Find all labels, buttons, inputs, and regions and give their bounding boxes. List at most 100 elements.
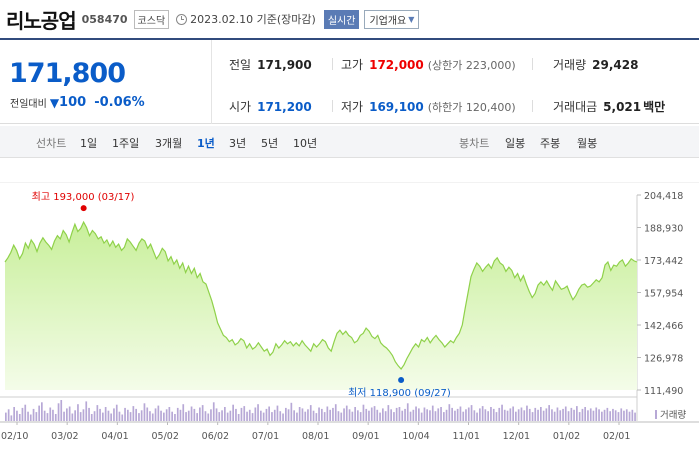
volume-bar [163, 412, 165, 421]
volume-bar [49, 407, 52, 421]
volume-bar [523, 410, 526, 421]
volume-bar [634, 412, 636, 421]
volume-bar [185, 412, 187, 421]
volume-bar [528, 408, 531, 421]
volume-bar [309, 405, 312, 421]
tab-5y[interactable]: 5년 [261, 137, 279, 150]
stock-code: 058470 [81, 12, 128, 26]
tab-10y[interactable]: 10년 [293, 137, 318, 150]
volume-bar [32, 408, 35, 421]
volume-bar [132, 406, 135, 421]
volume-bar [182, 404, 185, 421]
tab-1y[interactable]: 1년 [197, 137, 215, 150]
volume-bar [542, 410, 545, 421]
volume-bar [512, 406, 514, 421]
volume-bar [351, 411, 354, 421]
volume-bar [77, 404, 79, 421]
volume-bar [404, 408, 406, 421]
volume-bar [520, 407, 523, 421]
volume-bar [60, 400, 63, 421]
volume-bar [179, 409, 182, 421]
volume-bar [326, 406, 329, 421]
volume-bar [273, 409, 276, 421]
volume-bar [567, 411, 570, 421]
volume-bar [553, 411, 556, 421]
realtime-button[interactable]: 실시간 [323, 9, 360, 29]
volume-bar [85, 401, 88, 421]
volume-bar [395, 407, 398, 421]
x-tick-label: 04/01 [101, 431, 128, 442]
volume-bar [68, 406, 71, 421]
stock-name: 리노공업 [6, 8, 77, 33]
stock-header: 리노공업 058470 코스닥 2023.02.10 기준(장마감) 실시간 기… [0, 0, 699, 38]
volume-bar [454, 410, 456, 421]
volume-bar [251, 413, 254, 421]
volume-bar [578, 412, 581, 421]
volume-bar [232, 404, 234, 421]
volume-bar [240, 407, 243, 421]
volume-bar [18, 414, 21, 421]
volume-bar [121, 414, 124, 421]
volume-bar [431, 405, 434, 421]
company-info-dropdown[interactable]: 기업개요 ▼ [364, 9, 420, 29]
volume-bar [623, 410, 625, 421]
volume-bar [467, 407, 470, 421]
volume-bar [16, 410, 18, 421]
x-tick-label: 02/10 [1, 431, 28, 442]
divider [532, 58, 533, 70]
volume-bar [617, 412, 620, 421]
volume-bar [390, 409, 392, 421]
volume-bar [443, 412, 445, 421]
change-row: 전일대비 ▼ 100 -0.06% [10, 95, 145, 110]
volume-bar [462, 411, 465, 421]
x-tick-label: 05/02 [152, 431, 179, 442]
volume-bar [143, 403, 146, 421]
tab-1w[interactable]: 1주일 [112, 137, 140, 150]
tab-weekly[interactable]: 주봉 [540, 137, 561, 150]
volume-bar [470, 405, 473, 421]
min-price-marker [398, 376, 405, 383]
volume-bar [481, 406, 484, 421]
volume-bar [534, 407, 537, 421]
volume-bar [248, 409, 251, 421]
volume-legend-swatch [655, 410, 657, 419]
tab-daily[interactable]: 일봉 [505, 137, 526, 150]
volume-bar [315, 413, 318, 421]
x-tick-label: 02/01 [603, 431, 630, 442]
tab-monthly[interactable]: 월봉 [577, 137, 598, 150]
volume-bar [340, 412, 343, 421]
volume-bar [625, 409, 628, 421]
volume-bar [321, 408, 323, 421]
volume-bar [456, 408, 459, 421]
change-percent: -0.06% [94, 95, 145, 110]
volume-bar [365, 408, 368, 421]
change-label: 전일대비 [10, 99, 47, 110]
volume-bar [459, 406, 462, 421]
volume-bar [318, 407, 320, 421]
volume-bar [559, 410, 562, 421]
volume-bar [598, 409, 600, 421]
volume-bar [260, 410, 262, 421]
volume-bar [445, 409, 448, 421]
volume-bar [515, 411, 517, 421]
volume-bar [74, 410, 76, 421]
volume-bar [548, 405, 550, 421]
volume-bar [343, 408, 345, 421]
volume-bar [57, 403, 60, 421]
tab-3y[interactable]: 3년 [229, 137, 247, 150]
tab-1d[interactable]: 1일 [80, 137, 98, 150]
volume-bar [429, 410, 431, 421]
volume-bar [304, 411, 307, 421]
tab-3m[interactable]: 3개월 [155, 137, 183, 150]
volume-bar [606, 407, 609, 421]
divider [532, 100, 533, 112]
volume-bar [43, 410, 46, 421]
volume-legend-label: 거래량 [660, 409, 686, 421]
volume-bar [581, 408, 584, 421]
divider [332, 100, 333, 112]
volume-bar [13, 407, 15, 421]
volume-bar [589, 408, 592, 421]
upper-limit: (상한가 223,000) [427, 58, 516, 72]
volume-bar [332, 407, 334, 421]
volume-bar [465, 409, 467, 421]
